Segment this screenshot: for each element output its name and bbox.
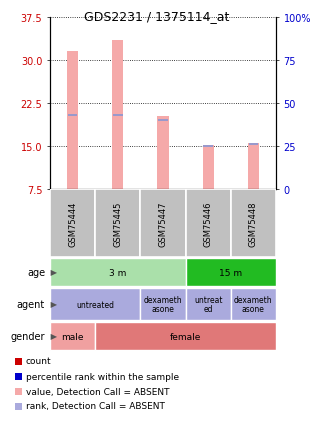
Bar (15, 403, 22, 410)
Text: agent: agent (17, 299, 45, 309)
Text: age: age (27, 267, 45, 277)
Bar (50, 322, 95, 351)
Text: GSM75446: GSM75446 (204, 201, 213, 246)
Bar (186, 258, 276, 287)
Bar (50, 258, 186, 287)
Text: dexameth
asone: dexameth asone (234, 295, 273, 314)
Text: gender: gender (11, 331, 45, 341)
Text: GSM75445: GSM75445 (113, 201, 122, 246)
Text: GSM75444: GSM75444 (68, 201, 77, 246)
Bar (68, 115, 77, 117)
Text: GSM75448: GSM75448 (249, 201, 258, 246)
Text: percentile rank within the sample: percentile rank within the sample (26, 372, 179, 381)
Bar (15, 388, 22, 395)
Bar (231, 288, 276, 321)
Bar (141, 190, 186, 257)
Text: 15 m: 15 m (219, 268, 242, 277)
Text: untreat
ed: untreat ed (194, 295, 223, 314)
Text: rank, Detection Call = ABSENT: rank, Detection Call = ABSENT (26, 401, 165, 411)
Bar (15, 373, 22, 380)
Bar (231, 190, 276, 257)
Bar (186, 288, 231, 321)
Text: female: female (170, 332, 201, 341)
Bar (95, 322, 276, 351)
Text: untreated: untreated (76, 300, 114, 309)
Bar (50, 288, 141, 321)
Bar (203, 146, 214, 190)
Bar (248, 144, 259, 190)
Text: ▶: ▶ (48, 268, 57, 277)
Bar (249, 144, 258, 146)
Bar (158, 120, 168, 122)
Bar (113, 115, 123, 117)
Bar (157, 117, 169, 190)
Text: GSM75447: GSM75447 (158, 201, 167, 246)
Text: value, Detection Call = ABSENT: value, Detection Call = ABSENT (26, 387, 170, 395)
Text: ▶: ▶ (48, 332, 57, 341)
Bar (203, 146, 213, 148)
Text: 3 m: 3 m (109, 268, 126, 277)
Bar (95, 190, 141, 257)
Text: count: count (26, 357, 52, 366)
Text: GDS2231 / 1375114_at: GDS2231 / 1375114_at (84, 10, 229, 23)
Bar (50, 190, 95, 257)
Text: male: male (61, 332, 84, 341)
Text: dexameth
asone: dexameth asone (144, 295, 182, 314)
Bar (141, 288, 186, 321)
Bar (186, 190, 231, 257)
Bar (15, 358, 22, 365)
Bar (67, 52, 78, 190)
Bar (112, 41, 123, 190)
Text: ▶: ▶ (48, 300, 57, 309)
